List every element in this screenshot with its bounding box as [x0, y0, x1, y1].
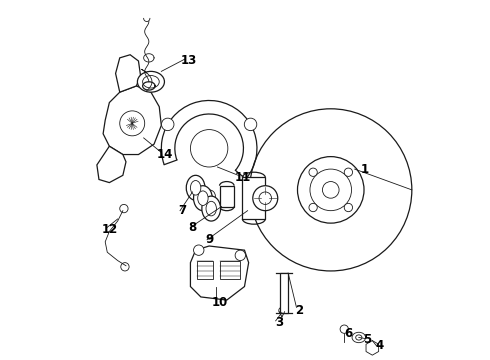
- Polygon shape: [220, 261, 240, 279]
- Circle shape: [194, 245, 204, 255]
- Polygon shape: [191, 246, 248, 300]
- Text: 1: 1: [361, 163, 369, 176]
- Text: 10: 10: [211, 296, 228, 309]
- Ellipse shape: [352, 332, 366, 343]
- Text: 6: 6: [344, 327, 352, 340]
- Text: 4: 4: [375, 339, 384, 352]
- Circle shape: [120, 204, 128, 213]
- Polygon shape: [243, 177, 265, 219]
- Text: 3: 3: [275, 316, 283, 329]
- Circle shape: [259, 192, 271, 204]
- FancyBboxPatch shape: [280, 273, 288, 312]
- Ellipse shape: [137, 71, 165, 92]
- Text: 8: 8: [188, 221, 196, 234]
- Circle shape: [340, 325, 348, 333]
- Polygon shape: [97, 146, 126, 183]
- Text: 2: 2: [295, 304, 304, 317]
- Text: 13: 13: [180, 54, 196, 67]
- Circle shape: [203, 190, 216, 202]
- Text: 11: 11: [234, 171, 250, 184]
- Polygon shape: [116, 55, 141, 92]
- Ellipse shape: [186, 175, 205, 200]
- Circle shape: [309, 168, 317, 176]
- Polygon shape: [196, 261, 213, 279]
- Circle shape: [120, 111, 145, 136]
- Ellipse shape: [202, 196, 220, 221]
- Circle shape: [279, 307, 285, 314]
- Ellipse shape: [197, 191, 208, 206]
- Ellipse shape: [356, 335, 362, 340]
- Circle shape: [322, 181, 339, 198]
- Circle shape: [310, 169, 351, 211]
- Text: 12: 12: [101, 223, 118, 236]
- Polygon shape: [220, 186, 234, 207]
- Circle shape: [162, 118, 174, 131]
- Circle shape: [253, 186, 278, 211]
- Ellipse shape: [191, 180, 201, 195]
- Circle shape: [344, 168, 352, 176]
- Text: 7: 7: [178, 204, 186, 217]
- Ellipse shape: [194, 186, 212, 211]
- Text: 5: 5: [363, 333, 371, 346]
- Ellipse shape: [206, 201, 217, 216]
- Circle shape: [235, 250, 245, 261]
- Text: 14: 14: [156, 148, 172, 161]
- Circle shape: [309, 203, 317, 212]
- Circle shape: [297, 157, 364, 223]
- Circle shape: [250, 109, 412, 271]
- Polygon shape: [366, 341, 379, 355]
- Circle shape: [245, 118, 257, 131]
- Circle shape: [191, 130, 228, 167]
- Ellipse shape: [143, 76, 159, 88]
- Polygon shape: [103, 86, 161, 154]
- Circle shape: [121, 263, 129, 271]
- Circle shape: [344, 203, 352, 212]
- Text: 9: 9: [205, 233, 213, 246]
